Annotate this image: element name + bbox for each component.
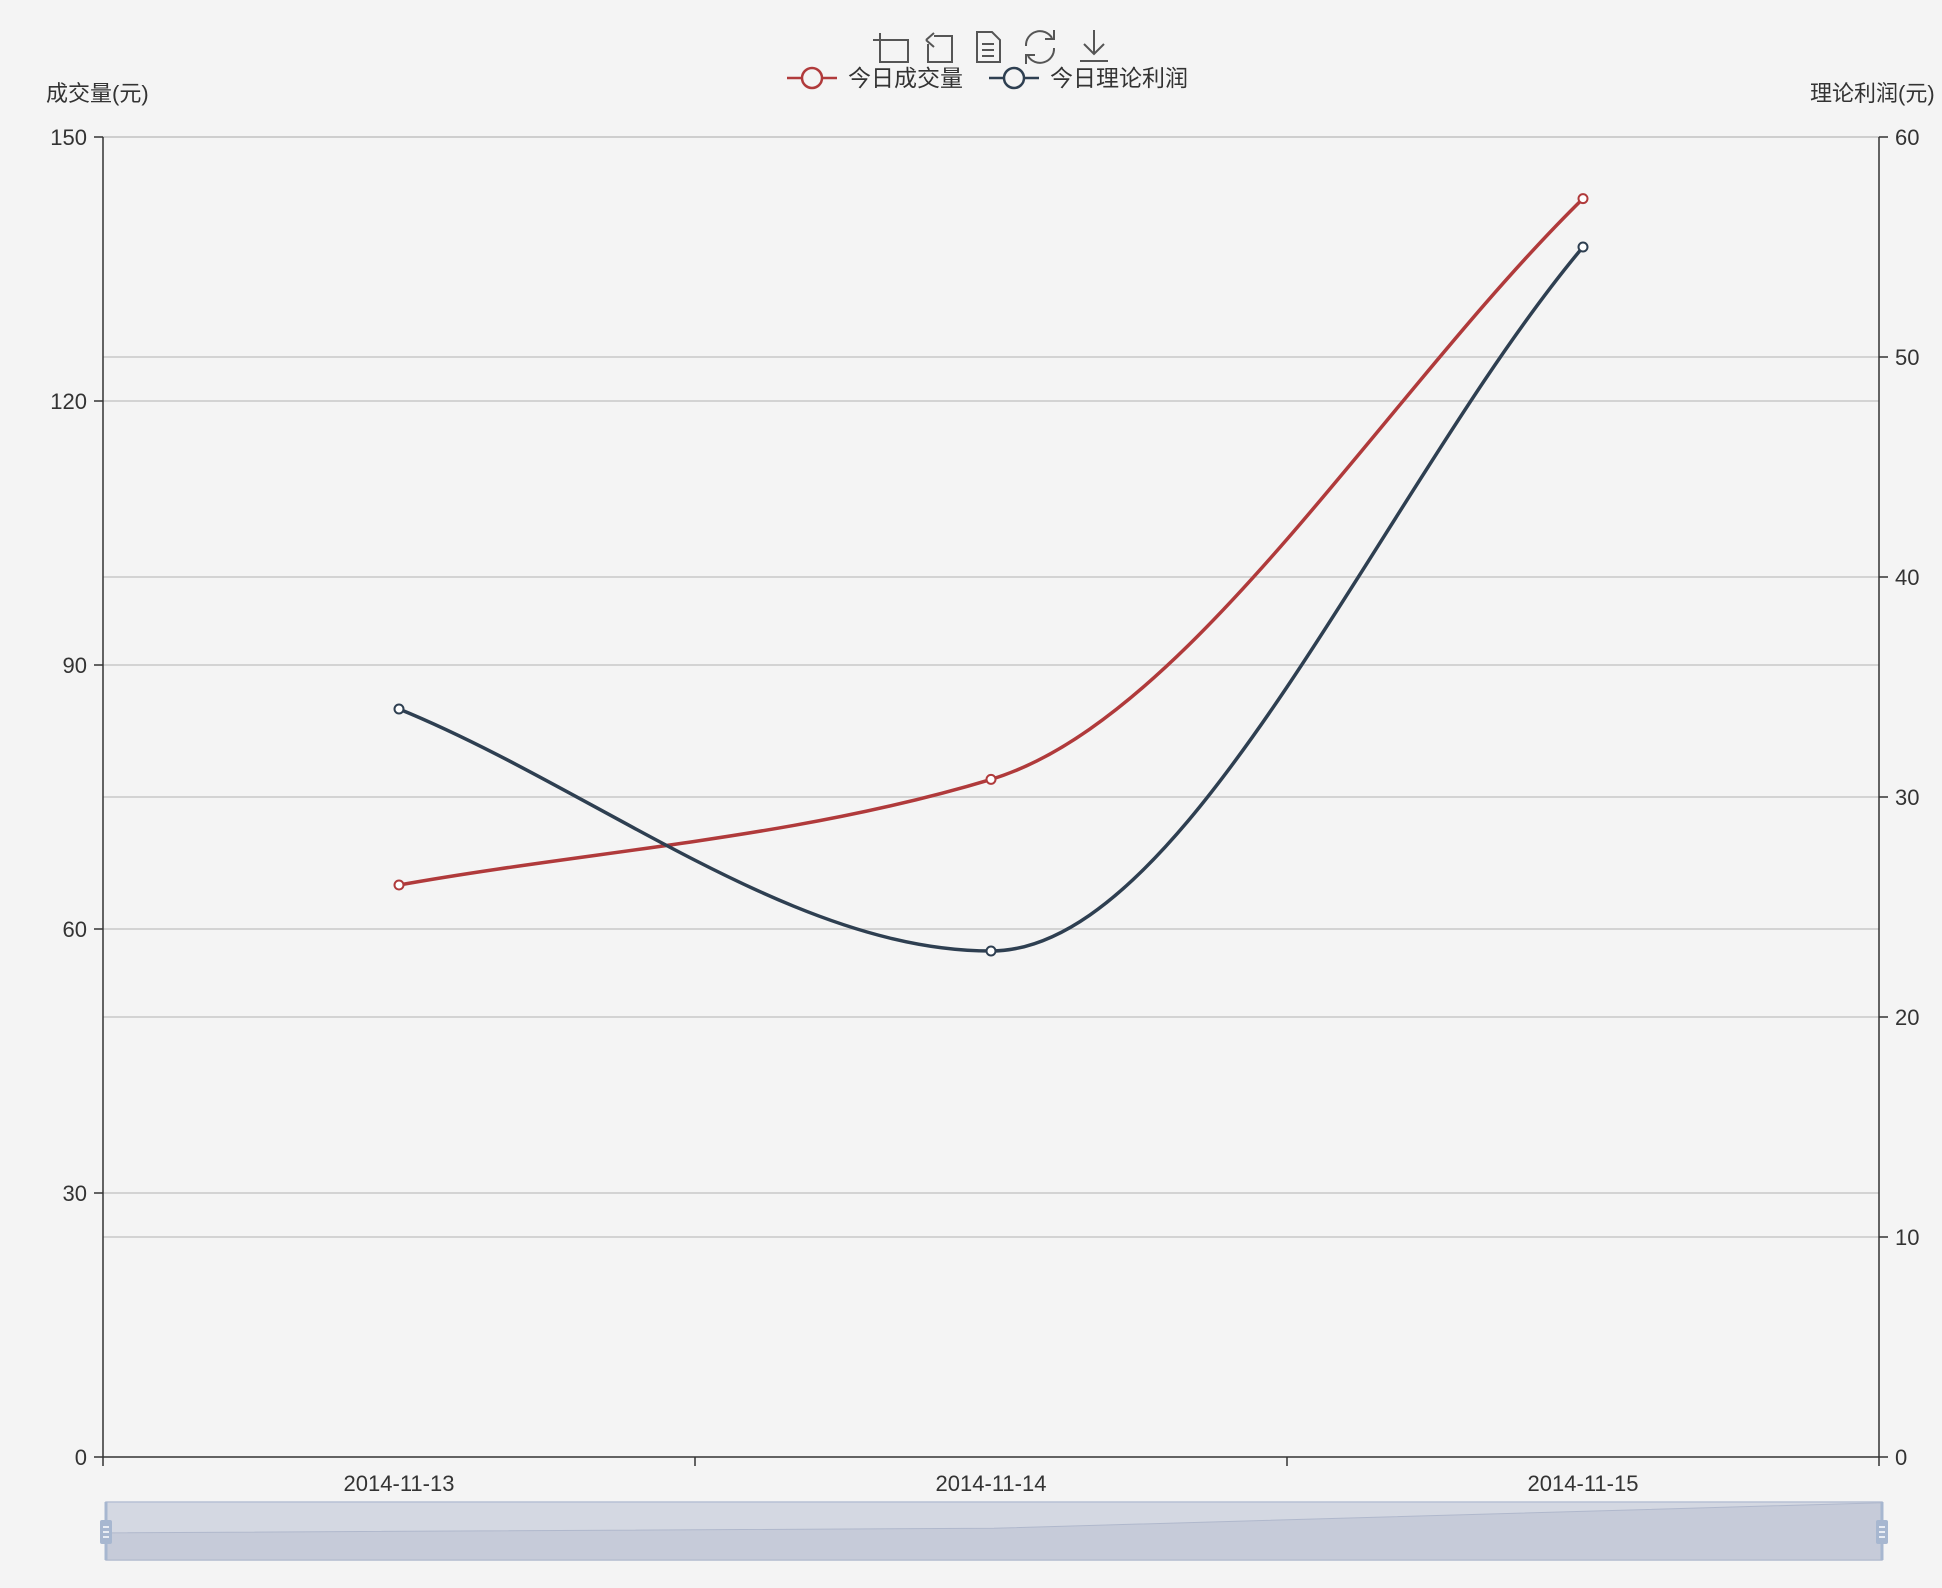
data-point[interactable] [393, 703, 405, 715]
x-tick-label: 2014-11-15 [1528, 1471, 1639, 1496]
slider-handle-right[interactable] [1876, 1502, 1888, 1560]
y-right-axis-title: 理论利润(元) [1810, 81, 1935, 106]
y-right-tick-label: 0 [1895, 1445, 1907, 1470]
y-left-tick-label: 90 [63, 653, 87, 678]
toolbox [871, 26, 1112, 66]
restore-icon[interactable] [1022, 26, 1058, 66]
x-tick-label: 2014-11-13 [344, 1471, 455, 1496]
y-right-tick-label: 30 [1895, 785, 1919, 810]
data-zoom-slider[interactable] [100, 1501, 1888, 1561]
legend-item-1[interactable]: 今日成交量 [787, 65, 963, 91]
series [393, 193, 1589, 957]
y-right-tick-label: 50 [1895, 345, 1919, 370]
data-view-icon[interactable] [970, 26, 1006, 66]
grid-lines-left [103, 136, 1879, 1194]
y-right-tick-label: 10 [1895, 1225, 1919, 1250]
data-point[interactable] [985, 773, 997, 785]
legend-label: 今日成交量 [848, 65, 963, 91]
legend-item-2[interactable]: 今日理论利润 [989, 65, 1188, 91]
grid-lines-right [103, 136, 1879, 1238]
legend-label: 今日理论利润 [1050, 65, 1188, 91]
y-right-tick-label: 40 [1895, 565, 1919, 590]
y-left-tick-label: 60 [63, 917, 87, 942]
y-left-tick-label: 0 [75, 1445, 87, 1470]
zoom-icon[interactable] [871, 26, 909, 66]
data-point[interactable] [393, 879, 405, 891]
y-left-tick-label: 30 [63, 1181, 87, 1206]
y-right-tick-label: 20 [1895, 1005, 1919, 1030]
legend: 今日成交量 今日理论利润 [787, 65, 1188, 91]
x-tick-label: 2014-11-14 [936, 1471, 1047, 1496]
y-right-tick-label: 60 [1895, 125, 1919, 150]
y-left-tick-label: 150 [50, 125, 87, 150]
legend-circle-icon [800, 66, 824, 90]
save-image-icon[interactable] [1076, 26, 1112, 66]
series-line-2 [398, 245, 1585, 953]
legend-circle-icon [1002, 66, 1026, 90]
data-point[interactable] [985, 945, 997, 957]
data-point[interactable] [1577, 193, 1589, 205]
data-point[interactable] [1577, 241, 1589, 253]
y-left-axis-title: 成交量(元) [46, 81, 149, 106]
series-line-1 [398, 197, 1585, 887]
zoom-reset-icon[interactable] [922, 26, 958, 66]
slider-handle-left[interactable] [100, 1502, 112, 1560]
y-left-tick-label: 120 [50, 389, 87, 414]
axes: 0 30 60 90 120 150 0 10 20 30 40 50 60 2014-11-13 2014… [46, 81, 1935, 1496]
